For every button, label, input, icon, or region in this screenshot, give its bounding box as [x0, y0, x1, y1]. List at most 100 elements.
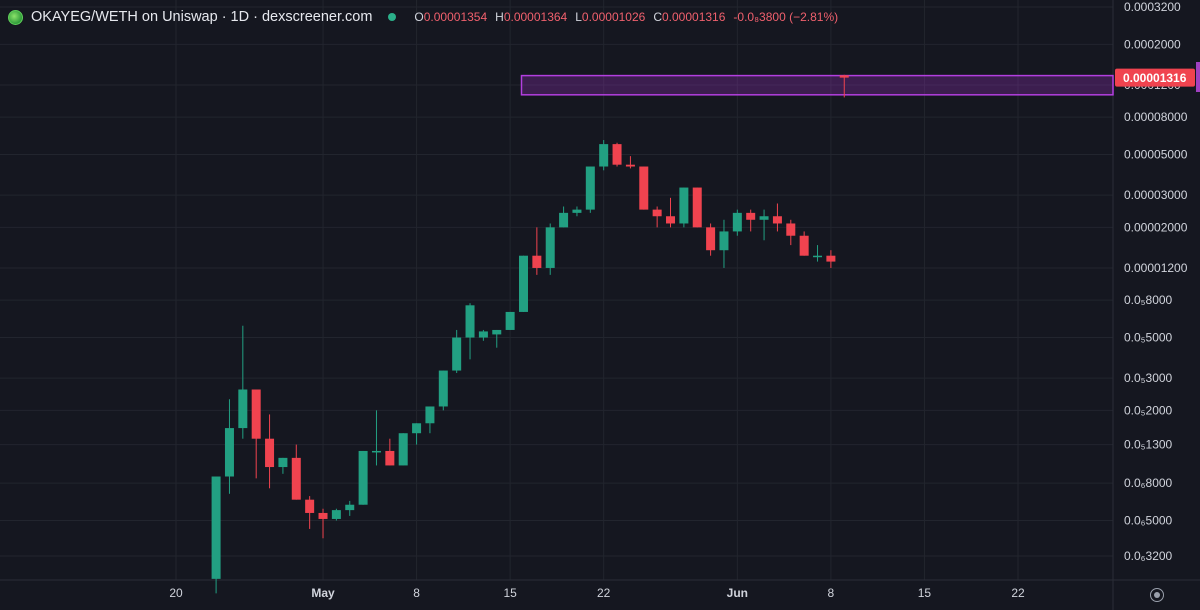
candle-body — [211, 476, 221, 579]
candle — [732, 209, 742, 236]
candle — [759, 209, 769, 241]
candle-body — [452, 337, 462, 371]
candle — [265, 414, 275, 489]
y-tick-label: 0.0₆5000 — [1124, 514, 1173, 528]
candle — [278, 457, 288, 474]
candle-body — [719, 231, 729, 251]
x-tick-label: 8 — [413, 586, 420, 600]
candle-body — [238, 389, 248, 429]
candle — [612, 142, 622, 167]
candle — [452, 329, 462, 373]
candle — [532, 227, 542, 275]
candle — [318, 508, 328, 539]
candle — [224, 399, 234, 494]
last-price-badge — [1115, 68, 1195, 87]
last-price-label: 0.00001316 — [1123, 71, 1187, 85]
candle-body — [465, 305, 475, 338]
y-tick-label: 0.00003000 — [1124, 188, 1188, 202]
candle-body — [532, 255, 542, 268]
candle — [826, 250, 836, 268]
candle — [398, 433, 408, 466]
settings-icon[interactable] — [1150, 588, 1164, 602]
y-tick-label: 0.0₅3000 — [1124, 371, 1173, 385]
candle-body — [839, 75, 849, 78]
candle-body — [518, 255, 528, 312]
candle — [371, 410, 381, 466]
candle — [719, 219, 729, 268]
candle — [291, 444, 301, 500]
candle-body — [305, 499, 315, 513]
candle — [505, 311, 515, 330]
x-tick-label: 8 — [828, 586, 835, 600]
candle — [518, 255, 528, 312]
x-tick-label: 20 — [169, 586, 183, 600]
ohlc-close: C0.00001316 — [653, 10, 726, 24]
candle — [545, 223, 555, 275]
ohlc-low: L0.00001026 — [575, 10, 646, 24]
x-tick-label: 15 — [918, 586, 932, 600]
token-logo-icon — [8, 9, 23, 25]
candle-body — [385, 450, 395, 466]
chart-title: OKAYEG/WETH on Uniswap · 1D · dexscreene… — [31, 9, 373, 25]
candle-body — [599, 144, 609, 167]
candle-body — [826, 255, 836, 262]
candle-body — [772, 216, 782, 224]
candle-body — [652, 209, 662, 217]
grid — [0, 0, 1113, 580]
candle-body — [425, 406, 435, 424]
y-tick-label: 0.00001200 — [1124, 261, 1188, 275]
candle-body — [706, 227, 716, 251]
candle-body — [639, 166, 649, 210]
candle-body — [786, 223, 796, 236]
y-tick-label: 0.0₅1300 — [1124, 438, 1173, 452]
candle-body — [438, 370, 448, 407]
candle-body — [666, 216, 676, 224]
y-tick-label: 0.00008000 — [1124, 110, 1188, 124]
candle-body — [265, 438, 275, 468]
candle — [625, 156, 635, 169]
y-tick-label: 0.0₅8000 — [1124, 293, 1173, 307]
candle — [478, 329, 488, 341]
candle — [331, 508, 341, 521]
candle — [345, 500, 355, 516]
y-tick-label: 0.00002000 — [1124, 220, 1188, 234]
candle-body — [358, 450, 368, 505]
candle — [585, 166, 595, 213]
candle-body — [278, 457, 288, 468]
candle-body — [692, 187, 702, 228]
candle-body — [331, 510, 341, 519]
candle — [251, 389, 261, 479]
candle — [786, 219, 796, 246]
candle — [639, 166, 649, 210]
x-tick-label: 15 — [503, 586, 517, 600]
candle-body — [545, 227, 555, 268]
candle — [465, 303, 475, 360]
candle — [385, 438, 395, 466]
candle — [666, 197, 676, 228]
ohlc-open: O0.00001354 — [414, 10, 488, 24]
candle — [238, 325, 248, 439]
y-tick-label: 0.0₅5000 — [1124, 331, 1173, 345]
support-zone — [520, 74, 1114, 96]
candle — [706, 223, 716, 256]
candle-body — [398, 433, 408, 466]
candle-body — [746, 212, 756, 220]
y-tick-label: 0.0₆8000 — [1124, 476, 1173, 490]
candle — [679, 187, 689, 228]
candle — [211, 476, 221, 594]
candle — [599, 140, 609, 171]
y-tick-label: 0.0₅2000 — [1124, 403, 1173, 417]
candle-body — [345, 504, 355, 511]
x-tick-label: 22 — [597, 586, 611, 600]
chart-header: OKAYEG/WETH on Uniswap · 1D · dexscreene… — [8, 7, 838, 27]
y-tick-label: 0.00005000 — [1124, 148, 1188, 162]
y-tick-label: 0.0003200 — [1124, 0, 1181, 14]
candle-body — [732, 212, 742, 232]
y-tick-label: 0.0₆3200 — [1124, 549, 1173, 563]
y-tick-label: 0.0002000 — [1124, 37, 1181, 51]
ohlc-high: H0.00001364 — [495, 10, 568, 24]
side-panel-tab[interactable] — [1196, 62, 1200, 92]
candle — [492, 329, 502, 348]
